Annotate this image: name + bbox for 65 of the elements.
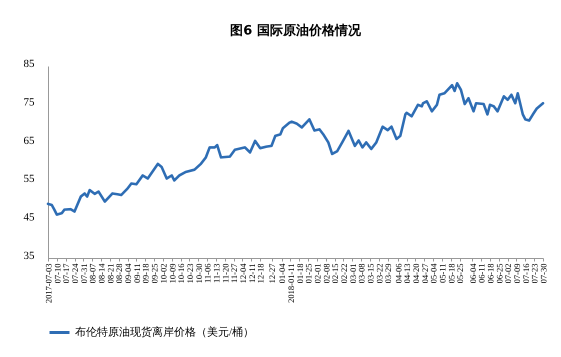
x-tick-label: 06-25 [494,264,504,284]
x-tick-label: 08-28 [114,264,124,284]
x-tick-label: 09-25 [150,264,160,284]
x-tick-label: 12-04 [238,262,248,284]
x-tick-label: 11-13 [211,264,222,284]
x-tick-label: 04-06 [393,264,404,284]
x-tick-label: 08-07 [88,264,98,284]
x-tick-label: 08-14 [96,262,107,284]
y-tick-label: 65 [24,134,35,147]
x-tick-label: 07-16 [520,264,531,284]
y-tick-label: 45 [24,212,35,224]
x-tick-label: 05-04 [428,262,439,284]
x-tick-label: 11-27 [229,264,240,284]
x-tick-label: 10-09 [167,264,178,284]
chart-title: 图6 国际原油价格情况 [230,24,362,38]
x-tick-label: 10-23 [184,264,195,284]
x-tick-label: 03-22 [374,264,384,284]
x-tick-label: 05-25 [455,264,466,284]
x-tick-label: 07-24 [70,262,80,284]
x-tick-label: 02-15 [330,264,340,284]
x-tick-label: 03-29 [383,264,394,284]
x-tick-label: 07-30 [538,264,548,284]
x-tick-label: 12-18 [256,264,266,284]
x-tick-label: 10-16 [176,264,186,284]
x-tick-label: 08-21 [105,264,116,284]
y-tick-label: 75 [24,96,35,108]
x-tick-label: 04-20 [410,264,421,284]
x-tick-label: 07-17 [61,264,72,284]
line-series [46,82,544,216]
y-tick-label: 55 [24,173,35,186]
x-tick-label: 10-02 [158,264,168,284]
x-tick-label: 07-09 [512,264,522,284]
x-tick-label: 05-18 [446,264,456,284]
x-tick-label: 03-01 [348,264,358,284]
x-tick-label: 06-11 [476,264,487,284]
y-tick-label: 85 [24,58,35,70]
x-tick-label: 07-10 [52,264,62,284]
x-tick-label: 12-11 [246,264,257,284]
x-tick-label: 01-04 [277,262,288,284]
x-tick-label: 03-08 [356,264,367,284]
x-tick-label: 01-25 [304,264,314,284]
x-tick-label: 09-18 [140,264,151,284]
x-tick-label: 02-01 [312,264,322,284]
x-tick-label: 02-22 [338,264,349,284]
x-tick-label: 10-30 [194,264,204,284]
x-tick-label: 05-11 [437,264,448,284]
x-tick-label: 03-15 [366,264,376,284]
x-tick-label: 01-18 [294,264,305,284]
x-tick-label: 07-23 [530,264,540,284]
x-tick-label: 12-27 [267,264,278,284]
x-tick-label: 2018-01-11 [286,264,296,303]
x-tick-label: 2017-07-03 [44,264,54,304]
x-tick-label: 04-27 [420,264,430,284]
x-tick-label: 07-02 [503,264,514,284]
legend-label: 布伦特原油现货离岸价格（美元/桶） [75,326,254,338]
x-tick-label: 06-04 [468,262,478,284]
x-tick-label: 07-31 [78,264,89,284]
y-tick-label: 35 [24,250,35,262]
x-tick-label: 11-20 [220,264,230,284]
x-tick-label: 09-04 [123,262,134,284]
x-tick-label: 04-13 [402,264,412,284]
x-tick-label: 02-08 [321,264,332,284]
x-tick-label: 11-06 [202,264,213,284]
x-tick-label: 09-11 [132,264,142,284]
x-tick-label: 06-18 [485,264,496,284]
